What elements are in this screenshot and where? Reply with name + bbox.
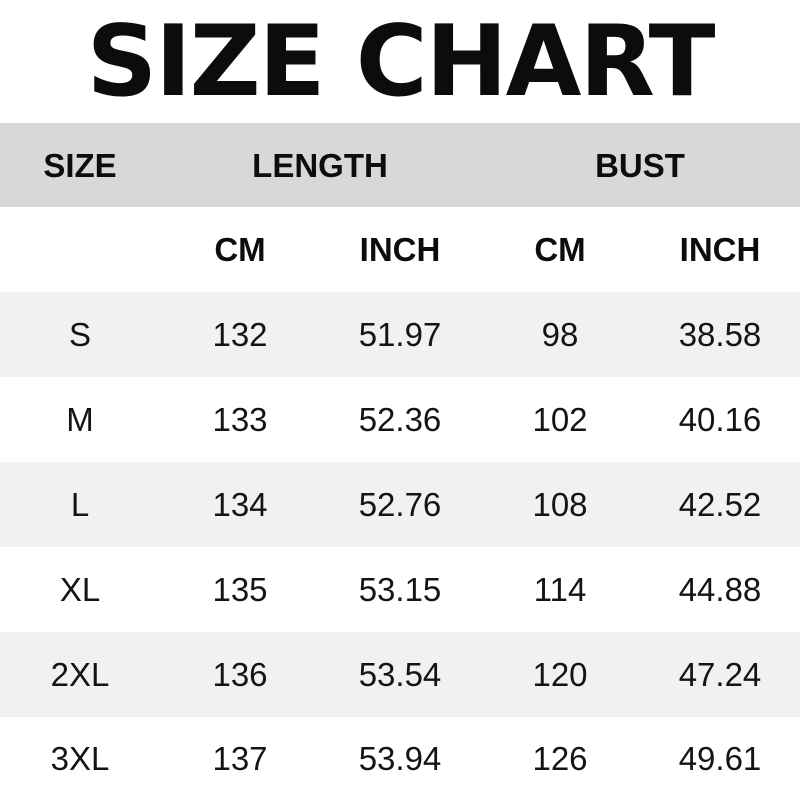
cell-bust-inch: 44.88	[678, 571, 762, 608]
group-header-size: SIZE	[43, 146, 117, 184]
cell-length-cm: 133	[212, 401, 268, 438]
group-header-row: SIZE LENGTH BUST	[0, 123, 800, 207]
cell-length-cm: 132	[212, 316, 268, 353]
cell-length-inch: 51.97	[358, 316, 442, 353]
cell-bust-cm: 98	[541, 316, 579, 353]
cell-length-cm: 136	[212, 656, 268, 693]
table-row-2xl: 2XL 136 53.54 120 47.24	[0, 632, 800, 717]
cell-bust-cm: 108	[532, 486, 588, 523]
cell-size: M	[66, 401, 94, 438]
cell-bust-cm: 120	[532, 656, 588, 693]
cell-bust-cm: 126	[532, 740, 588, 777]
cell-bust-cm: 114	[533, 571, 587, 608]
cell-bust-inch: 49.61	[678, 740, 762, 777]
group-header-bust: BUST	[595, 146, 685, 184]
group-header-length: LENGTH	[252, 146, 388, 184]
cell-size: L	[70, 486, 90, 523]
table-row-s: S 132 51.97 98 38.58	[0, 292, 800, 377]
cell-length-inch: 53.15	[358, 571, 442, 608]
cell-bust-inch: 40.16	[678, 401, 762, 438]
cell-length-inch: 52.36	[358, 401, 442, 438]
cell-bust-cm: 102	[532, 401, 588, 438]
unit-header-bust-inch: INCH	[679, 231, 761, 268]
table-row-l: L 134 52.76 108 42.52	[0, 462, 800, 547]
unit-header-length-cm: CM	[214, 231, 266, 268]
table-row-3xl: 3XL 137 53.94 126 49.61	[0, 717, 800, 800]
cell-bust-inch: 38.58	[678, 316, 762, 353]
cell-size: S	[68, 316, 91, 353]
cell-size: XL	[59, 571, 101, 608]
unit-header-row: CM INCH CM INCH	[0, 207, 800, 292]
page-title: SIZE CHART	[86, 4, 716, 119]
cell-length-cm: 134	[212, 486, 268, 523]
cell-size: 3XL	[50, 740, 110, 777]
cell-length-cm: 137	[212, 740, 268, 777]
unit-header-bust-cm: CM	[534, 231, 586, 268]
size-table: SIZE LENGTH BUST CM INCH CM INCH S 132 5…	[0, 123, 800, 800]
cell-length-inch: 52.76	[358, 486, 442, 523]
table-row-m: M 133 52.36 102 40.16	[0, 377, 800, 462]
unit-header-length-inch: INCH	[359, 231, 441, 268]
cell-size: 2XL	[50, 656, 110, 693]
cell-bust-inch: 42.52	[678, 486, 762, 523]
cell-bust-inch: 47.24	[678, 656, 762, 693]
table-row-xl: XL 135 53.15 114 44.88	[0, 547, 800, 632]
title-area: SIZE CHART	[0, 0, 800, 123]
cell-length-inch: 53.54	[358, 656, 442, 693]
cell-length-inch: 53.94	[358, 740, 442, 777]
cell-length-cm: 135	[212, 571, 268, 608]
